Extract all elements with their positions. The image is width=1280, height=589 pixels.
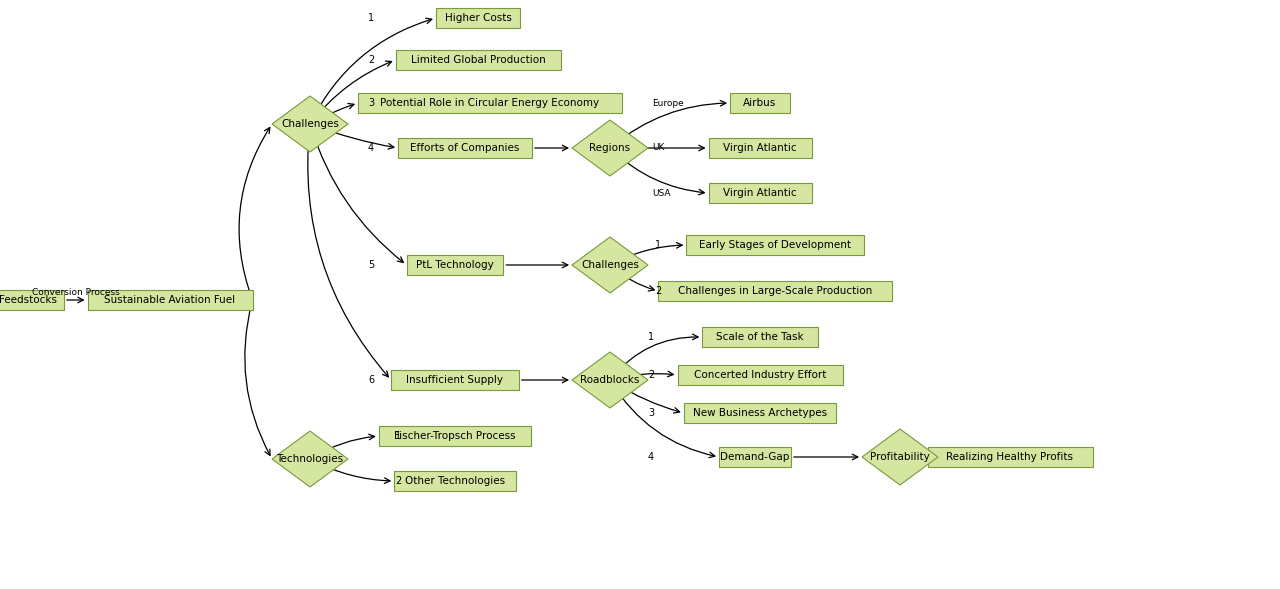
FancyBboxPatch shape — [379, 426, 531, 446]
FancyBboxPatch shape — [87, 290, 252, 310]
Text: 3: 3 — [648, 408, 654, 418]
Text: 2: 2 — [369, 55, 374, 65]
Text: Challenges: Challenges — [581, 260, 639, 270]
Text: Concerted Industry Effort: Concerted Industry Effort — [694, 370, 826, 380]
Text: Realizing Healthy Profits: Realizing Healthy Profits — [946, 452, 1074, 462]
Text: Efforts of Companies: Efforts of Companies — [411, 143, 520, 153]
FancyBboxPatch shape — [394, 471, 516, 491]
Polygon shape — [572, 120, 648, 176]
Text: New Business Archetypes: New Business Archetypes — [692, 408, 827, 418]
Text: Fischer-Tropsch Process: Fischer-Tropsch Process — [394, 431, 516, 441]
Polygon shape — [273, 96, 348, 152]
Text: 1: 1 — [648, 332, 654, 342]
Text: Scale of the Task: Scale of the Task — [717, 332, 804, 342]
Text: 4: 4 — [648, 452, 654, 462]
FancyBboxPatch shape — [709, 138, 812, 158]
FancyBboxPatch shape — [396, 50, 561, 70]
Text: Airbus: Airbus — [744, 98, 777, 108]
Text: Insufficient Supply: Insufficient Supply — [407, 375, 503, 385]
FancyBboxPatch shape — [686, 235, 864, 255]
Text: 2: 2 — [396, 476, 401, 486]
FancyBboxPatch shape — [709, 183, 812, 203]
Text: 2: 2 — [648, 370, 654, 380]
FancyBboxPatch shape — [703, 327, 818, 347]
Text: 1: 1 — [655, 240, 662, 250]
Text: Other Technologies: Other Technologies — [404, 476, 506, 486]
FancyBboxPatch shape — [398, 138, 532, 158]
Text: Virgin Atlantic: Virgin Atlantic — [723, 188, 797, 198]
Text: Roadblocks: Roadblocks — [580, 375, 640, 385]
FancyBboxPatch shape — [730, 93, 790, 113]
FancyBboxPatch shape — [677, 365, 842, 385]
Text: 2: 2 — [655, 286, 662, 296]
FancyBboxPatch shape — [0, 290, 64, 310]
Text: 5: 5 — [369, 260, 374, 270]
Text: 4: 4 — [369, 143, 374, 153]
Text: PtL Technology: PtL Technology — [416, 260, 494, 270]
Polygon shape — [572, 237, 648, 293]
Text: Technologies: Technologies — [276, 454, 343, 464]
FancyBboxPatch shape — [358, 93, 622, 113]
Text: USA: USA — [652, 188, 671, 197]
Text: Conversion Process: Conversion Process — [32, 288, 119, 297]
Text: Challenges: Challenges — [282, 119, 339, 129]
Text: 1: 1 — [369, 13, 374, 23]
FancyBboxPatch shape — [684, 403, 836, 423]
Text: Regions: Regions — [589, 143, 631, 153]
Text: Profitability: Profitability — [870, 452, 929, 462]
Text: Demand-Gap: Demand-Gap — [721, 452, 790, 462]
Text: Sustainable Aviation Fuel: Sustainable Aviation Fuel — [105, 295, 236, 305]
FancyBboxPatch shape — [435, 8, 520, 28]
Text: Early Stages of Development: Early Stages of Development — [699, 240, 851, 250]
FancyBboxPatch shape — [928, 447, 1093, 467]
FancyBboxPatch shape — [407, 255, 503, 275]
Text: Europe: Europe — [652, 98, 684, 108]
Text: Virgin Atlantic: Virgin Atlantic — [723, 143, 797, 153]
Text: Feedstocks: Feedstocks — [0, 295, 58, 305]
Text: Potential Role in Circular Energy Economy: Potential Role in Circular Energy Econom… — [380, 98, 599, 108]
Text: Limited Global Production: Limited Global Production — [411, 55, 545, 65]
Text: 3: 3 — [369, 98, 374, 108]
Text: Challenges in Large-Scale Production: Challenges in Large-Scale Production — [678, 286, 872, 296]
Text: 6: 6 — [369, 375, 374, 385]
Polygon shape — [572, 352, 648, 408]
FancyBboxPatch shape — [719, 447, 791, 467]
FancyBboxPatch shape — [658, 281, 892, 301]
Text: UK: UK — [652, 144, 664, 153]
Polygon shape — [861, 429, 938, 485]
Text: Higher Costs: Higher Costs — [444, 13, 512, 23]
Text: 1: 1 — [396, 431, 401, 441]
FancyBboxPatch shape — [392, 370, 518, 390]
Polygon shape — [273, 431, 348, 487]
